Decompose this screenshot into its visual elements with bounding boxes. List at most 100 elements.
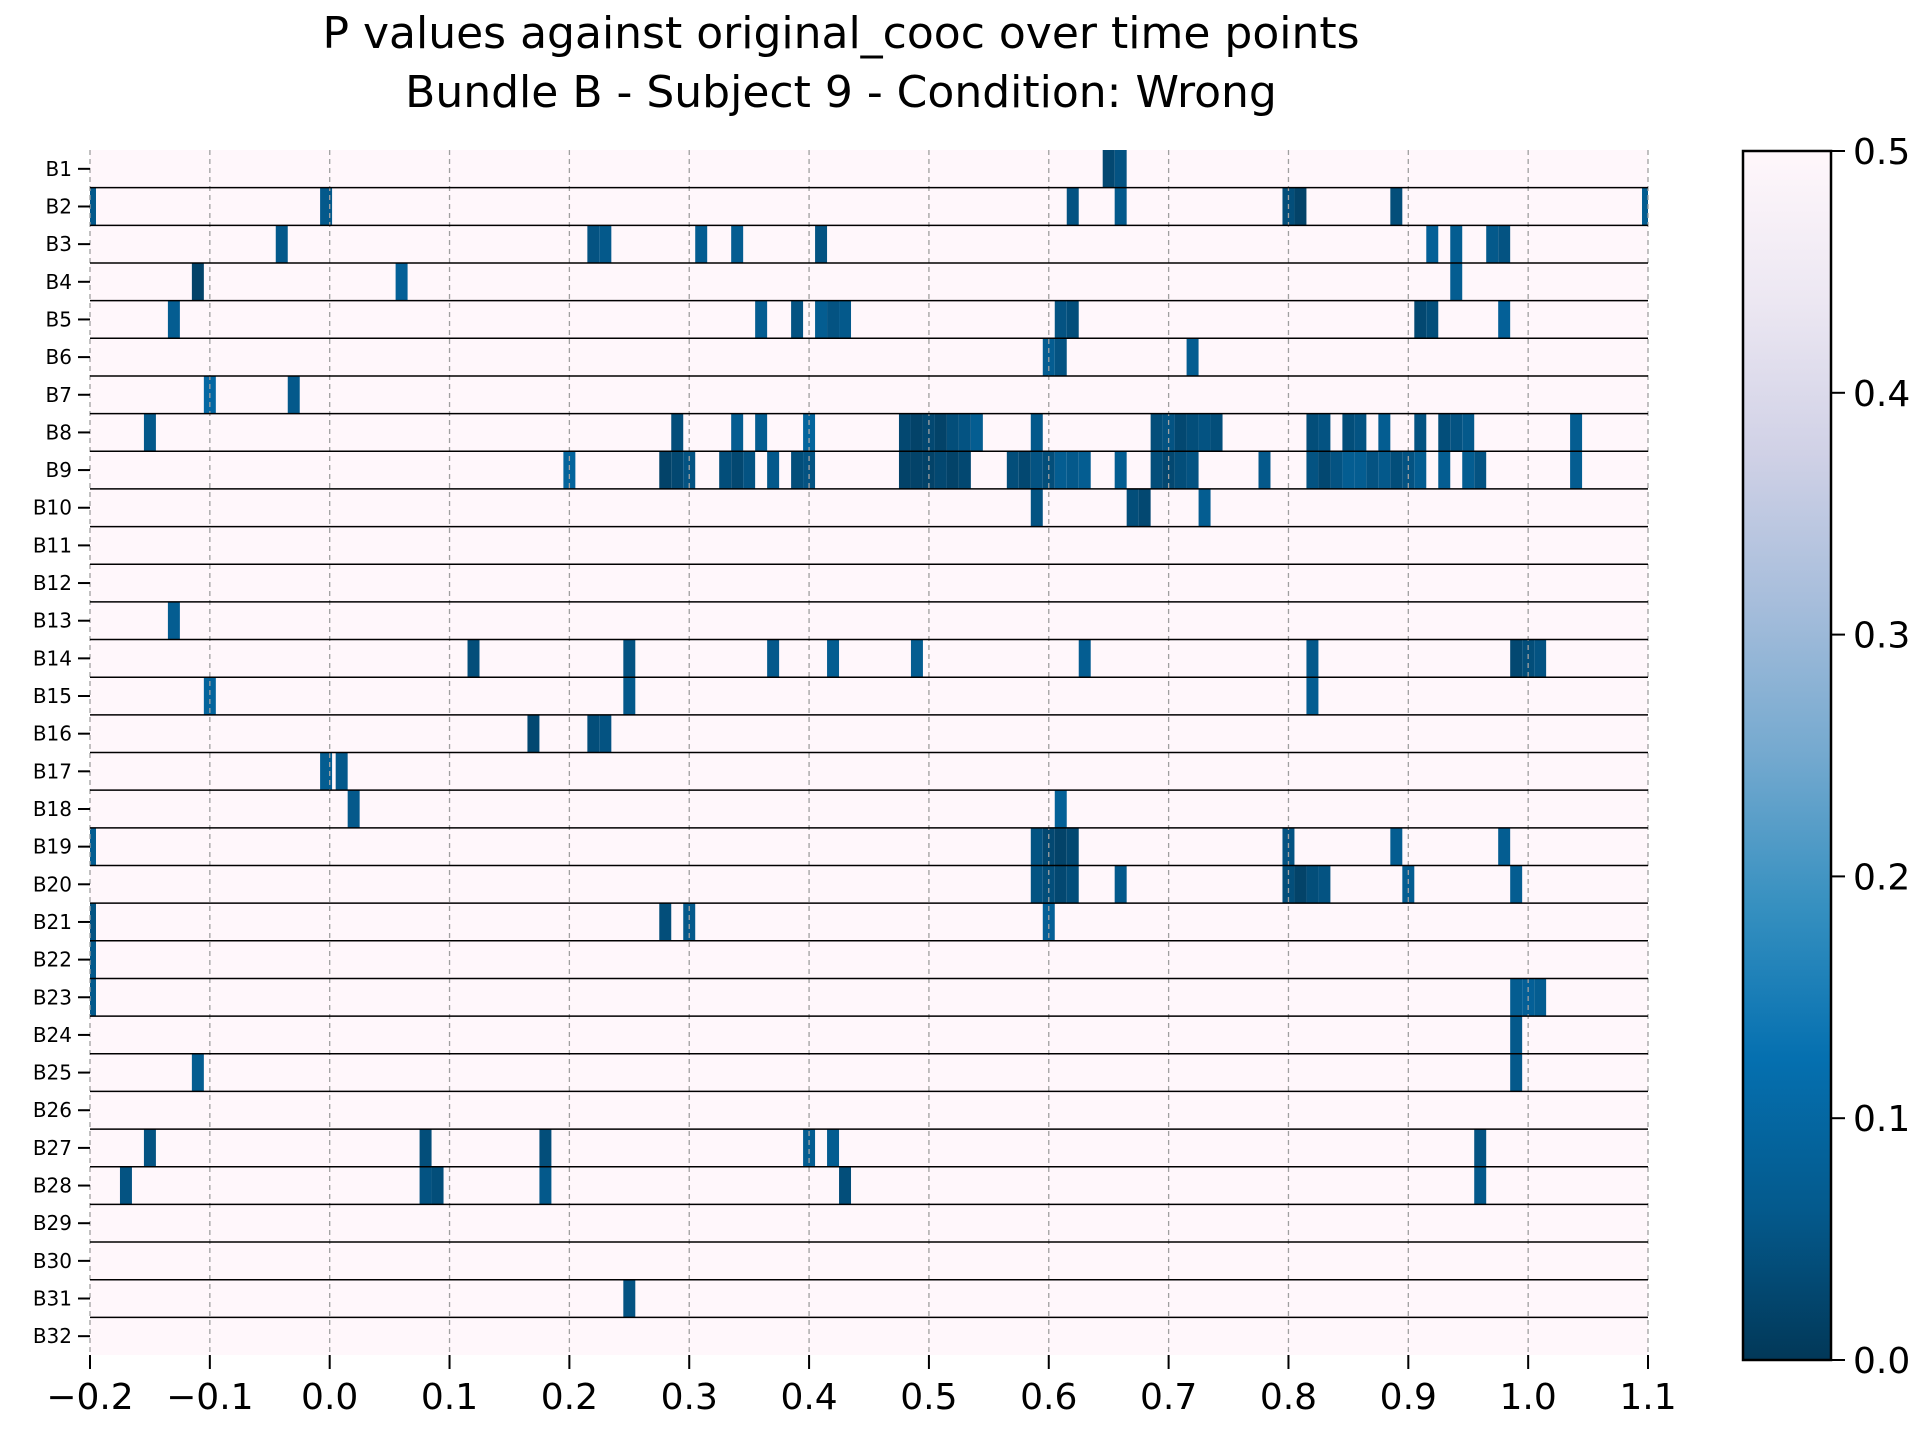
heatmap-cell xyxy=(1150,451,1163,489)
heatmap-cell xyxy=(539,1129,552,1167)
heatmap-cell xyxy=(1030,865,1043,904)
heatmap-cell xyxy=(731,225,744,263)
heatmap-cell xyxy=(1414,413,1427,452)
heatmap-cell xyxy=(1414,300,1427,339)
heatmap-cell xyxy=(1474,1129,1487,1167)
heatmap-cell xyxy=(1498,827,1511,866)
heatmap-cell xyxy=(946,413,959,452)
heatmap-cell xyxy=(1078,639,1091,678)
heatmap-cell xyxy=(90,827,96,866)
heatmap-cell xyxy=(1342,413,1355,452)
heatmap-cell xyxy=(143,413,156,452)
heatmap-cell xyxy=(1018,451,1031,489)
heatmap-cell xyxy=(1534,639,1547,678)
heatmap-cell xyxy=(1306,451,1319,489)
y-tick-label: B9 xyxy=(46,458,72,482)
heatmap-cell xyxy=(1426,300,1439,339)
y-tick-label: B30 xyxy=(33,1249,72,1273)
x-tick-label: 0.0 xyxy=(301,1377,358,1418)
heatmap-cell xyxy=(910,413,923,452)
heatmap-cell xyxy=(1570,451,1583,489)
heatmap-cell xyxy=(839,300,852,339)
heatmap-cell xyxy=(1258,451,1271,489)
y-tick-label: B10 xyxy=(33,496,72,520)
x-tick-label: 0.6 xyxy=(1020,1377,1077,1418)
heatmap-cell xyxy=(755,413,768,452)
heatmap-cell xyxy=(419,1129,432,1167)
heatmap-cell xyxy=(1306,865,1319,904)
heatmap-cell xyxy=(623,677,636,715)
heatmap-cell xyxy=(1510,1016,1523,1054)
heatmap-cell xyxy=(1450,262,1463,301)
heatmap-cell xyxy=(1642,187,1648,226)
heatmap-cell xyxy=(958,413,971,452)
heatmap-cell xyxy=(1510,978,1523,1017)
heatmap-cell xyxy=(1162,451,1175,489)
x-tick-label: 0.8 xyxy=(1260,1377,1317,1418)
heatmap-cell xyxy=(1486,225,1499,263)
heatmap-cell xyxy=(1510,865,1523,904)
heatmap-cell xyxy=(527,714,540,753)
y-tick-label: B31 xyxy=(33,1287,72,1311)
heatmap-cell xyxy=(695,225,708,263)
heatmap-cell xyxy=(1318,865,1331,904)
x-tick-label: 1.0 xyxy=(1500,1377,1557,1418)
x-tick-label: 0.1 xyxy=(421,1377,478,1418)
heatmap-cell xyxy=(1114,150,1127,188)
colorbar-tick-label: 0.0 xyxy=(1853,1341,1910,1382)
heatmap-cell xyxy=(1114,451,1127,489)
heatmap-cell xyxy=(731,451,744,489)
x-tick-label: 0.5 xyxy=(900,1377,957,1418)
heatmap-cell xyxy=(1330,451,1343,489)
heatmap-cell xyxy=(1066,451,1079,489)
y-tick-label: B19 xyxy=(33,835,72,859)
heatmap-cell xyxy=(1174,451,1187,489)
y-tick-label: B20 xyxy=(33,872,72,896)
colorbar-tick-label: 0.4 xyxy=(1853,374,1910,415)
heatmap-cell xyxy=(623,639,636,678)
heatmap-cell xyxy=(119,1166,132,1205)
heatmap-cell xyxy=(431,1166,444,1205)
heatmap-cell xyxy=(90,978,96,1017)
heatmap-cell xyxy=(90,903,96,941)
colorbar-tick-label: 0.3 xyxy=(1853,616,1910,657)
heatmap-cell xyxy=(395,262,408,301)
heatmap-cell xyxy=(1066,865,1079,904)
heatmap-cell xyxy=(1426,225,1439,263)
y-tick-label: B8 xyxy=(46,420,72,444)
heatmap-cell xyxy=(1054,790,1067,828)
heatmap-cell xyxy=(1390,187,1403,226)
heatmap-cell xyxy=(958,451,971,489)
heatmap-cell xyxy=(815,300,828,339)
heatmap-cell xyxy=(1438,451,1451,489)
heatmap-cell xyxy=(910,639,923,678)
y-tick-label: B6 xyxy=(46,345,72,369)
y-tick-label: B17 xyxy=(33,759,72,783)
heatmap-cell xyxy=(683,903,696,941)
heatmap-cell xyxy=(1138,488,1151,527)
heatmap-cell xyxy=(719,451,732,489)
y-tick-label: B5 xyxy=(46,307,72,331)
heatmap-cell xyxy=(767,451,780,489)
heatmap-cell xyxy=(347,790,360,828)
heatmap-cell xyxy=(731,413,744,452)
heatmap-cell xyxy=(1186,413,1199,452)
heatmap-cell xyxy=(1354,451,1367,489)
heatmap-cell xyxy=(1054,865,1067,904)
heatmap-cell xyxy=(1054,300,1067,339)
y-tick-label: B3 xyxy=(46,232,72,256)
heatmap-cell xyxy=(1066,827,1079,866)
heatmap-cell xyxy=(671,451,684,489)
heatmap-cell xyxy=(1054,338,1067,376)
y-tick-label: B24 xyxy=(33,1023,72,1047)
heatmap-cell xyxy=(1462,451,1475,489)
heatmap-cell xyxy=(1054,827,1067,866)
heatmap-cell xyxy=(839,1166,852,1205)
y-tick-label: B29 xyxy=(33,1211,72,1235)
y-tick-label: B23 xyxy=(33,985,72,1009)
heatmap-cell xyxy=(910,451,923,489)
y-tick-label: B32 xyxy=(33,1324,72,1348)
heatmap-cell xyxy=(587,714,600,753)
heatmap-cell xyxy=(1054,451,1067,489)
